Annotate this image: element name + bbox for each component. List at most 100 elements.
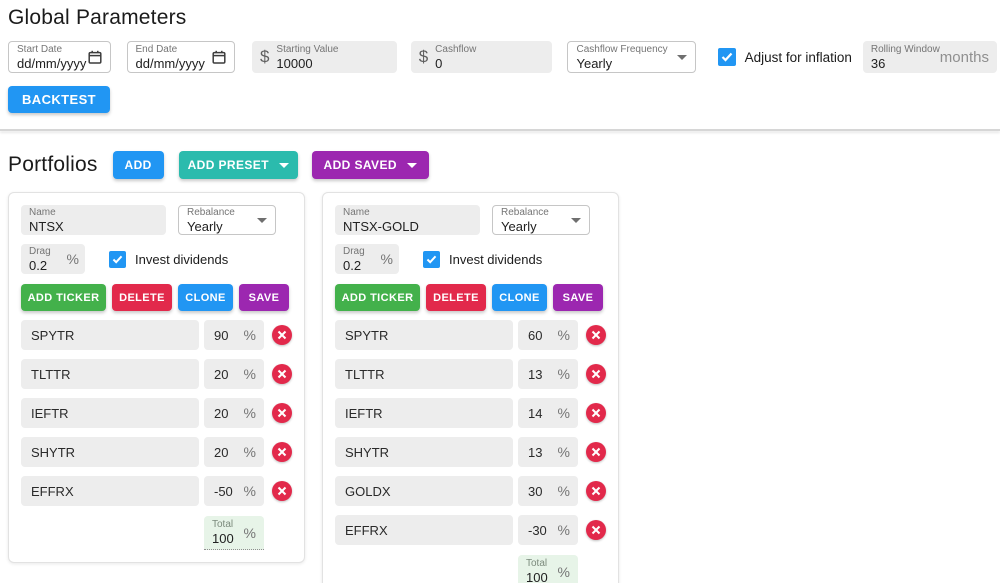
ticker-weight-field[interactable]: 60 %	[518, 320, 578, 350]
ticker-list: SPYTR 60 % TLTTR 13 % IEFTR 14 %	[335, 320, 606, 545]
close-icon	[591, 369, 601, 379]
ticker-symbol-field[interactable]: GOLDX	[335, 476, 513, 506]
ticker-symbol-field[interactable]: TLTTR	[335, 359, 513, 389]
start-date-input[interactable]: Start Date dd/mm/yyyy	[8, 41, 111, 73]
clone-portfolio-button[interactable]: CLONE	[178, 284, 233, 311]
ticker-weight-field[interactable]: 20 %	[204, 359, 264, 389]
drag-label: Drag	[29, 245, 51, 257]
ticker-weight-field[interactable]: -30 %	[518, 515, 578, 545]
portfolio-name-label: Name	[29, 206, 56, 218]
ticker-symbol: IEFTR	[345, 405, 383, 421]
ticker-weight-field[interactable]: 90 %	[204, 320, 264, 350]
remove-ticker-button[interactable]	[272, 442, 292, 462]
rebalance-select[interactable]: Rebalance Yearly	[178, 205, 276, 235]
ticker-symbol-field[interactable]: EFFRX	[335, 515, 513, 545]
rebalance-select[interactable]: Rebalance Yearly	[492, 205, 590, 235]
cashflow-frequency-select[interactable]: Cashflow Frequency Yearly	[567, 41, 696, 73]
adjust-inflation-label: Adjust for inflation	[744, 49, 852, 65]
ticker-weight-field[interactable]: 13 %	[518, 359, 578, 389]
remove-ticker-button[interactable]	[272, 403, 292, 423]
ticker-row: TLTTR 20 %	[21, 359, 292, 389]
adjust-inflation-checkbox[interactable]: Adjust for inflation	[717, 41, 852, 73]
ticker-row: IEFTR 14 %	[335, 398, 606, 428]
ticker-weight: 20	[214, 444, 229, 460]
save-portfolio-button[interactable]: SAVE	[553, 284, 603, 311]
invest-dividends-label: Invest dividends	[135, 251, 229, 267]
add-portfolio-button[interactable]: ADD	[112, 151, 164, 179]
rolling-window-input[interactable]: Rolling Window 36 months	[862, 41, 997, 73]
remove-ticker-button[interactable]	[586, 481, 606, 501]
ticker-symbol-field[interactable]: TLTTR	[21, 359, 199, 389]
drag-field[interactable]: Drag 0.2 %	[21, 244, 85, 274]
caret-down-icon	[406, 162, 417, 168]
add-ticker-button[interactable]: ADD TICKER	[21, 284, 106, 311]
ticker-weight-field[interactable]: -50 %	[204, 476, 264, 506]
starting-value-input[interactable]: $ Starting Value 10000	[251, 41, 397, 73]
checkbox-checked-icon	[717, 48, 736, 66]
section-divider	[0, 129, 1000, 131]
percent-suffix: %	[66, 251, 79, 267]
checkbox-checked-icon	[423, 250, 440, 268]
delete-portfolio-button[interactable]: DELETE	[112, 284, 172, 311]
ticker-symbol-field[interactable]: EFFRX	[21, 476, 199, 506]
add-ticker-button[interactable]: ADD TICKER	[335, 284, 420, 311]
rolling-window-value: 36	[870, 55, 886, 71]
ticker-symbol-field[interactable]: IEFTR	[335, 398, 513, 428]
close-icon	[277, 486, 287, 496]
ticker-weight: -30	[528, 522, 547, 538]
save-portfolio-button[interactable]: SAVE	[239, 284, 289, 311]
backtest-button[interactable]: BACKTEST	[8, 86, 110, 113]
ticker-weight-field[interactable]: 13 %	[518, 437, 578, 467]
cashflow-label: Cashflow	[435, 43, 477, 55]
ticker-symbol-field[interactable]: IEFTR	[21, 398, 199, 428]
ticker-symbol-field[interactable]: SPYTR	[21, 320, 199, 350]
ticker-symbol-field[interactable]: SPYTR	[335, 320, 513, 350]
ticker-weight-field[interactable]: 30 %	[518, 476, 578, 506]
invest-dividends-checkbox[interactable]: Invest dividends	[109, 250, 229, 268]
global-parameters-title: Global Parameters	[8, 6, 187, 29]
ticker-symbol: SPYTR	[345, 327, 389, 343]
portfolio-name-field[interactable]: Name NTSX	[21, 205, 166, 235]
calendar-icon[interactable]	[87, 50, 102, 64]
ticker-row: TLTTR 13 %	[335, 359, 606, 389]
add-preset-button[interactable]: ADD PRESET	[178, 151, 298, 179]
remove-ticker-button[interactable]	[586, 325, 606, 345]
add-saved-button[interactable]: ADD SAVED	[311, 151, 429, 179]
ticker-weight-field[interactable]: 20 %	[204, 437, 264, 467]
ticker-weight-field[interactable]: 14 %	[518, 398, 578, 428]
invest-dividends-checkbox[interactable]: Invest dividends	[423, 250, 542, 268]
delete-portfolio-button[interactable]: DELETE	[426, 284, 486, 311]
ticker-row: GOLDX 30 %	[335, 476, 606, 506]
remove-ticker-button[interactable]	[586, 364, 606, 384]
remove-ticker-button[interactable]	[272, 364, 292, 384]
remove-ticker-button[interactable]	[586, 520, 606, 540]
start-date-placeholder: dd/mm/yyyy	[17, 55, 87, 71]
percent-suffix: %	[243, 366, 256, 382]
dollar-icon: $	[259, 47, 270, 66]
caret-down-icon	[278, 162, 289, 168]
portfolio-name-value: NTSX	[29, 218, 64, 234]
remove-ticker-button[interactable]	[272, 325, 292, 345]
cashflow-input[interactable]: $ Cashflow 0	[410, 41, 553, 73]
ticker-weight-field[interactable]: 20 %	[204, 398, 264, 428]
ticker-row: SPYTR 90 %	[21, 320, 292, 350]
ticker-symbol: EFFRX	[31, 483, 74, 499]
ticker-symbol-field[interactable]: SHYTR	[21, 437, 199, 467]
percent-suffix: %	[557, 366, 570, 382]
percent-suffix: %	[243, 405, 256, 421]
calendar-icon[interactable]	[212, 50, 226, 64]
ticker-symbol-field[interactable]: SHYTR	[335, 437, 513, 467]
clone-portfolio-button[interactable]: CLONE	[492, 284, 547, 311]
portfolio-name-field[interactable]: Name NTSX-GOLD	[335, 205, 480, 235]
rebalance-value: Yearly	[187, 218, 223, 234]
remove-ticker-button[interactable]	[272, 481, 292, 501]
close-icon	[277, 330, 287, 340]
end-date-input[interactable]: End Date dd/mm/yyyy	[126, 41, 235, 73]
drag-field[interactable]: Drag 0.2 %	[335, 244, 399, 274]
end-date-label: End Date	[135, 43, 178, 55]
remove-ticker-button[interactable]	[586, 442, 606, 462]
ticker-symbol: TLTTR	[31, 366, 71, 382]
remove-ticker-button[interactable]	[586, 403, 606, 423]
ticker-symbol: TLTTR	[345, 366, 385, 382]
